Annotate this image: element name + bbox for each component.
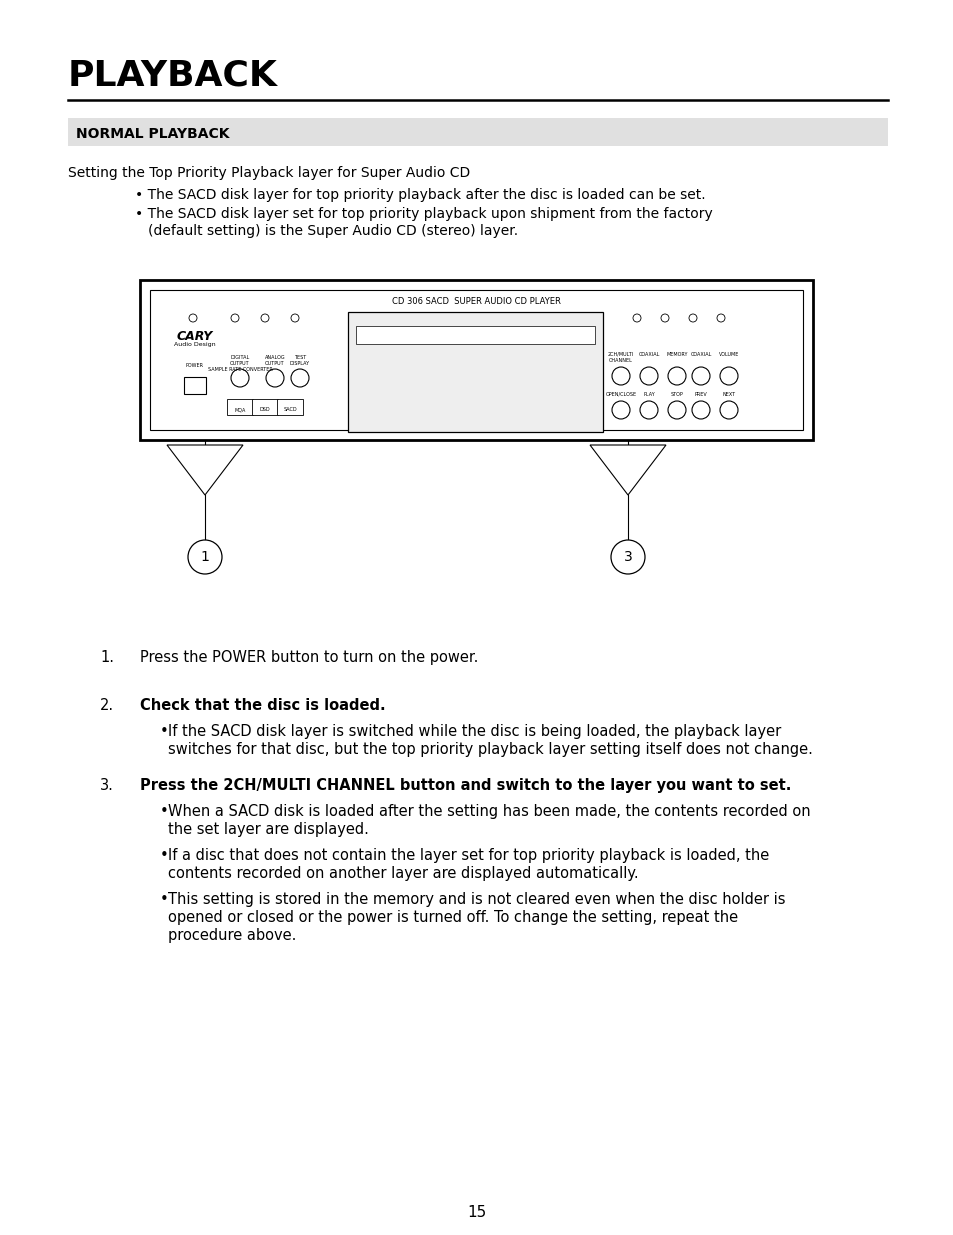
- FancyBboxPatch shape: [252, 399, 277, 415]
- Text: CARY: CARY: [176, 330, 213, 343]
- Text: SACD: SACD: [283, 408, 296, 412]
- Circle shape: [660, 314, 668, 322]
- Text: 2CH/MULTI
CHANNEL: 2CH/MULTI CHANNEL: [607, 352, 634, 363]
- Text: switches for that disc, but the top priority playback layer setting itself does : switches for that disc, but the top prio…: [168, 742, 812, 757]
- FancyBboxPatch shape: [184, 377, 206, 394]
- FancyBboxPatch shape: [276, 399, 303, 415]
- Text: the set layer are displayed.: the set layer are displayed.: [168, 823, 369, 837]
- Text: NEXT: NEXT: [721, 391, 735, 396]
- Circle shape: [639, 401, 658, 419]
- Text: DIGITAL
OUTPUT
SAMPLE RATE CONVERTER: DIGITAL OUTPUT SAMPLE RATE CONVERTER: [208, 354, 273, 372]
- Circle shape: [720, 401, 738, 419]
- Text: PLAY: PLAY: [642, 391, 654, 396]
- Circle shape: [688, 314, 697, 322]
- Text: OPEN/CLOSE: OPEN/CLOSE: [605, 391, 636, 396]
- Polygon shape: [167, 445, 243, 495]
- Text: 3.: 3.: [100, 778, 113, 793]
- Polygon shape: [589, 445, 665, 495]
- Text: Setting the Top Priority Playback layer for Super Audio CD: Setting the Top Priority Playback layer …: [68, 165, 470, 180]
- Text: If a disc that does not contain the layer set for top priority playback is loade: If a disc that does not contain the laye…: [168, 848, 768, 863]
- FancyBboxPatch shape: [68, 119, 887, 146]
- Text: Check that the disc is loaded.: Check that the disc is loaded.: [140, 698, 385, 713]
- Circle shape: [231, 314, 239, 322]
- Circle shape: [667, 401, 685, 419]
- Text: Press the POWER button to turn on the power.: Press the POWER button to turn on the po…: [140, 650, 477, 664]
- Text: • The SACD disk layer for top priority playback after the disc is loaded can be : • The SACD disk layer for top priority p…: [135, 188, 705, 203]
- Text: COAXIAL: COAXIAL: [690, 352, 711, 357]
- FancyBboxPatch shape: [140, 280, 812, 440]
- Text: POWER: POWER: [186, 363, 204, 368]
- Circle shape: [231, 369, 249, 387]
- Text: 2.: 2.: [100, 698, 114, 713]
- Text: opened or closed or the power is turned off. To change the setting, repeat the: opened or closed or the power is turned …: [168, 910, 738, 925]
- Text: DSD: DSD: [259, 408, 270, 412]
- Text: • The SACD disk layer set for top priority playback upon shipment from the facto: • The SACD disk layer set for top priori…: [135, 207, 712, 221]
- Circle shape: [633, 314, 640, 322]
- Text: COAXIAL: COAXIAL: [638, 352, 659, 357]
- Text: TEST
DISPLAY: TEST DISPLAY: [290, 354, 310, 366]
- Text: ANALOG
OUTPUT: ANALOG OUTPUT: [264, 354, 285, 366]
- FancyBboxPatch shape: [227, 399, 253, 415]
- Text: CD 306 SACD  SUPER AUDIO CD PLAYER: CD 306 SACD SUPER AUDIO CD PLAYER: [392, 298, 560, 306]
- Circle shape: [266, 369, 284, 387]
- Circle shape: [691, 401, 709, 419]
- Circle shape: [691, 367, 709, 385]
- Circle shape: [188, 540, 222, 574]
- Circle shape: [261, 314, 269, 322]
- Text: MEMORY: MEMORY: [665, 352, 687, 357]
- Circle shape: [639, 367, 658, 385]
- Text: Audio Design: Audio Design: [174, 342, 215, 347]
- Text: Press the 2CH/MULTI CHANNEL button and switch to the layer you want to set.: Press the 2CH/MULTI CHANNEL button and s…: [140, 778, 791, 793]
- Circle shape: [291, 314, 298, 322]
- Text: NORMAL PLAYBACK: NORMAL PLAYBACK: [76, 127, 230, 141]
- Circle shape: [612, 401, 629, 419]
- Text: VOLUME: VOLUME: [718, 352, 739, 357]
- Circle shape: [720, 367, 738, 385]
- Text: 1.: 1.: [100, 650, 113, 664]
- Text: 3: 3: [623, 550, 632, 564]
- Circle shape: [612, 367, 629, 385]
- Text: •: •: [160, 892, 169, 906]
- Text: (default setting) is the Super Audio CD (stereo) layer.: (default setting) is the Super Audio CD …: [148, 224, 517, 238]
- FancyBboxPatch shape: [355, 326, 595, 345]
- Text: procedure above.: procedure above.: [168, 927, 296, 944]
- Text: If the SACD disk layer is switched while the disc is being loaded, the playback : If the SACD disk layer is switched while…: [168, 724, 781, 739]
- Text: MQA: MQA: [234, 408, 246, 412]
- Text: contents recorded on another layer are displayed automatically.: contents recorded on another layer are d…: [168, 866, 638, 881]
- Text: This setting is stored in the memory and is not cleared even when the disc holde: This setting is stored in the memory and…: [168, 892, 784, 906]
- Text: 15: 15: [467, 1205, 486, 1220]
- Text: STOP: STOP: [670, 391, 682, 396]
- Text: When a SACD disk is loaded after the setting has been made, the contents recorde: When a SACD disk is loaded after the set…: [168, 804, 810, 819]
- Circle shape: [610, 540, 644, 574]
- Text: 1: 1: [200, 550, 210, 564]
- Circle shape: [291, 369, 309, 387]
- Circle shape: [717, 314, 724, 322]
- Text: PREV: PREV: [694, 391, 706, 396]
- Text: PLAYBACK: PLAYBACK: [68, 58, 277, 91]
- Text: •: •: [160, 848, 169, 863]
- Text: •: •: [160, 724, 169, 739]
- Text: •: •: [160, 804, 169, 819]
- Circle shape: [189, 314, 196, 322]
- Circle shape: [667, 367, 685, 385]
- FancyBboxPatch shape: [150, 290, 802, 430]
- FancyBboxPatch shape: [348, 312, 602, 432]
